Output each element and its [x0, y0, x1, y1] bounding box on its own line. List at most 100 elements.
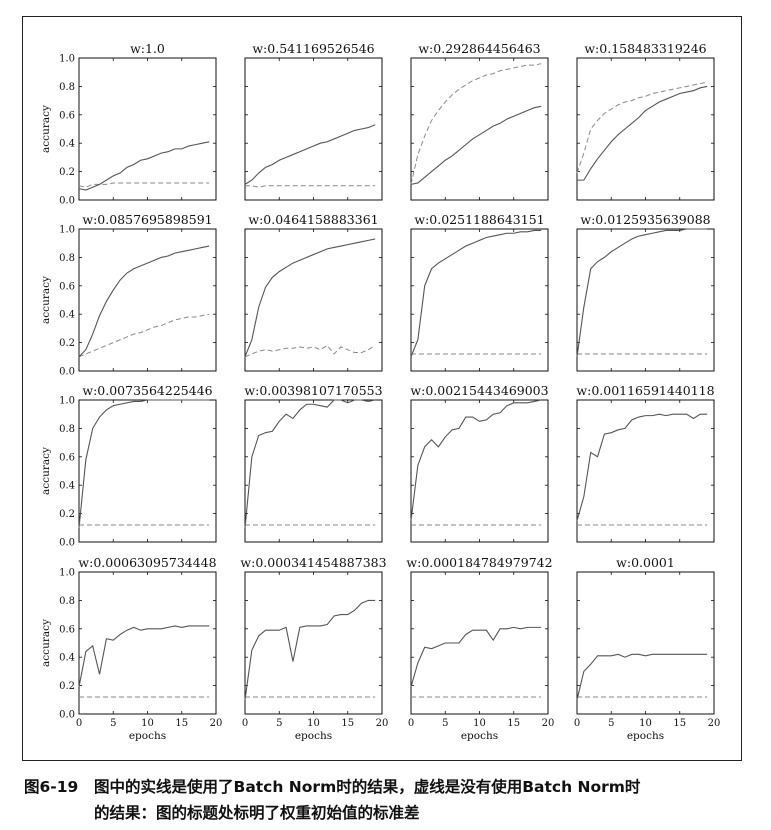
- axes-box: [78, 57, 217, 201]
- series-with-batchnorm: [410, 105, 542, 185]
- figure-frame: [22, 16, 742, 761]
- x-tick-label: 5: [442, 718, 448, 729]
- caption-number: 图6-19: [24, 778, 79, 796]
- series-with-batchnorm: [244, 124, 376, 185]
- y-tick-label: 0.2: [59, 681, 75, 692]
- y-axis-label: accuracy: [40, 619, 52, 667]
- y-tick-label: 0.6: [59, 452, 75, 463]
- series-with-batchnorm: [410, 399, 542, 521]
- x-tick-label: 20: [542, 718, 555, 729]
- axes-box: [410, 57, 549, 201]
- y-axis-label: accuracy: [40, 276, 52, 324]
- series-without-batchnorm: [576, 81, 708, 174]
- x-tick-label: 20: [210, 718, 223, 729]
- axes-box: [78, 228, 217, 372]
- panel-title: w:0.0001: [616, 555, 675, 570]
- x-tick-label: 0: [574, 718, 580, 729]
- series-with-batchnorm: [410, 229, 542, 358]
- x-tick-label: 15: [341, 718, 354, 729]
- x-tick-label: 15: [673, 718, 686, 729]
- y-tick-label: 1.0: [59, 396, 75, 407]
- axes-box: [410, 571, 549, 715]
- x-tick-label: 10: [473, 718, 486, 729]
- axes-box: [576, 399, 715, 543]
- y-tick-label: 0.0: [59, 367, 75, 378]
- panel-title: w:0.00215443469003: [410, 383, 548, 398]
- y-tick-label: 0.6: [59, 110, 75, 121]
- panel-5: w:0.0857695898591 0.0 0.2 0.4 0.6 0.8 1.0 accur…: [40, 212, 217, 378]
- caption-line-2: 的结果：图的标题处标明了权重初始值的标准差: [94, 804, 420, 822]
- axes-box: [244, 571, 383, 715]
- panel-13: w:0.00063095734448 0.0 0.2 0.4 0.6 0.8 1.0 0 5 10…: [40, 555, 222, 742]
- axes-box: [576, 57, 715, 201]
- panel-12: w:0.00116591440118: [576, 383, 715, 543]
- panel-1: w:1.0 0.0 0.2 0.4 0.6 0.8 1.0 accuracy: [40, 41, 217, 207]
- panel-6: w:0.0464158883361: [244, 212, 383, 372]
- panel-8: w:0.0125935639088: [576, 212, 715, 372]
- x-axis-label: epochs: [295, 730, 332, 742]
- axes-box: [576, 571, 715, 715]
- series-with-batchnorm: [78, 141, 210, 191]
- axes-box: [78, 571, 217, 715]
- series-with-batchnorm: [576, 653, 708, 700]
- series-with-batchnorm: [78, 245, 210, 358]
- x-axis-label: epochs: [129, 730, 166, 742]
- axes-box: [244, 399, 383, 543]
- series-with-batchnorm: [576, 228, 708, 357]
- y-tick-label: 0.4: [59, 653, 75, 664]
- series-with-batchnorm: [577, 85, 708, 181]
- y-tick-label: 0.0: [59, 710, 75, 721]
- x-tick-label: 5: [608, 718, 614, 729]
- axes-box: [576, 228, 715, 372]
- series-without-batchnorm: [245, 185, 376, 188]
- y-tick-label: 0.2: [59, 509, 75, 520]
- axes-box: [410, 228, 549, 372]
- y-tick-label: 0.8: [59, 424, 75, 435]
- panel-7: w:0.0251188643151: [410, 212, 549, 372]
- series-with-batchnorm: [410, 626, 542, 688]
- axes-box: [78, 399, 217, 543]
- panel-10: w:0.00398107170553: [244, 383, 383, 543]
- y-tick-label: 0.2: [59, 338, 75, 349]
- x-tick-label: 0: [242, 718, 248, 729]
- y-tick-label: 0.2: [59, 167, 75, 178]
- series-with-batchnorm: [78, 625, 210, 688]
- axes-box: [244, 228, 383, 372]
- panel-title: w:0.000341454887383: [240, 555, 386, 570]
- y-tick-label: 0.4: [59, 481, 75, 492]
- y-tick-label: 0.6: [59, 281, 75, 292]
- panel-title: w:0.292864456463: [418, 41, 540, 56]
- series-with-batchnorm: [244, 399, 376, 528]
- x-tick-label: 20: [376, 718, 389, 729]
- panel-title: w:0.158483319246: [584, 41, 706, 56]
- x-axis-label: epochs: [627, 730, 664, 742]
- panel-title: w:1.0: [130, 41, 165, 56]
- panel-2: w:0.541169526546: [244, 41, 383, 201]
- panel-title: w:0.0464158883361: [248, 212, 378, 227]
- series-without-batchnorm: [410, 63, 542, 185]
- panel-3: w:0.292864456463: [410, 41, 549, 201]
- panel-title: w:0.000184784979742: [406, 555, 552, 570]
- panel-title: w:0.00398107170553: [244, 383, 382, 398]
- caption-line-1: 图中的实线是使用了Batch Norm时的结果，虚线是没有使用Batch Nor…: [94, 778, 641, 796]
- series-with-batchnorm: [244, 238, 376, 358]
- panel-title: w:0.541169526546: [252, 41, 374, 56]
- x-tick-label: 20: [708, 718, 721, 729]
- x-tick-label: 5: [276, 718, 282, 729]
- y-tick-label: 1.0: [59, 225, 75, 236]
- y-tick-label: 1.0: [59, 568, 75, 579]
- y-tick-label: 0.0: [59, 538, 75, 549]
- panel-9: w:0.0073564225446 0.0 0.2 0.4 0.6 0.8 1.0 accur…: [40, 383, 217, 549]
- x-tick-label: 10: [307, 718, 320, 729]
- series-with-batchnorm: [78, 399, 210, 528]
- panel-16: w:0.0001 0 5 10 15 20 epochs: [574, 555, 721, 742]
- panel-4: w:0.158483319246: [576, 41, 715, 201]
- chart-grid: w:1.0 0.0 0.2 0.4 0.6 0.8 1.0 accuracy w:0.54116…: [40, 41, 721, 742]
- series-with-batchnorm: [576, 413, 708, 521]
- y-tick-label: 1.0: [59, 54, 75, 65]
- series-with-batchnorm: [244, 599, 376, 700]
- panel-14: w:0.000341454887383 0 5 10 15 20 epochs: [240, 555, 388, 742]
- panel-title: w:0.0125935639088: [580, 212, 710, 227]
- x-tick-label: 15: [175, 718, 188, 729]
- x-tick-label: 5: [110, 718, 116, 729]
